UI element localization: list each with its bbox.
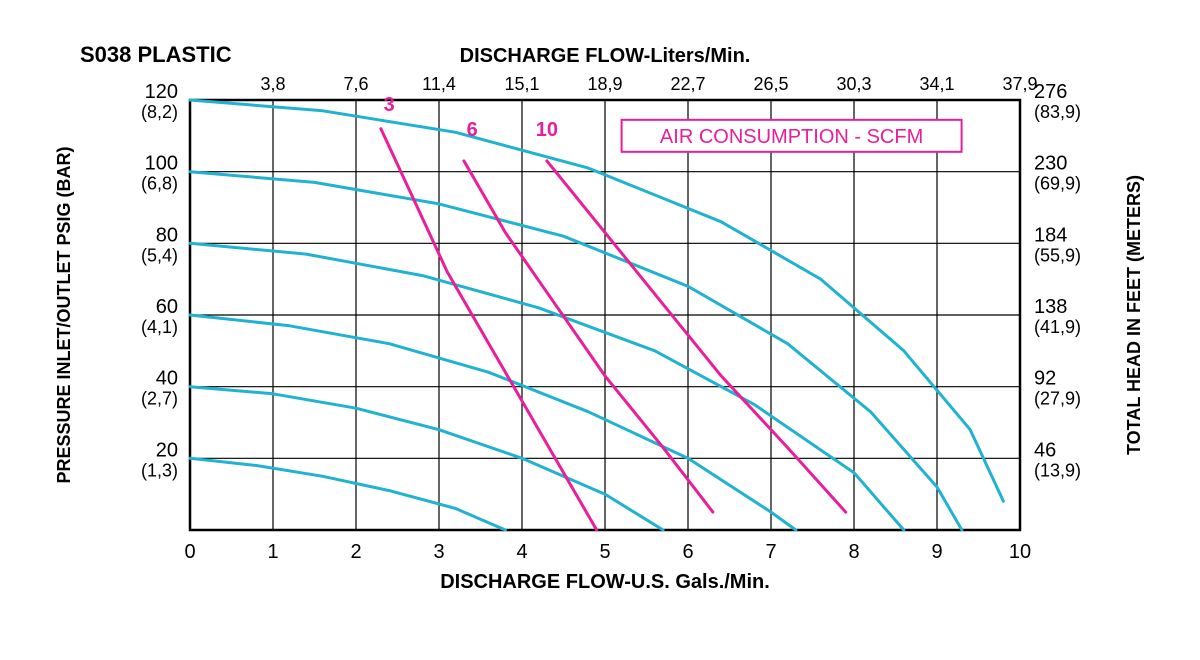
- pressure-curve-p120: [190, 100, 1003, 501]
- x-top-tick: 37,9: [1002, 74, 1037, 94]
- x-bottom-tick: 2: [350, 541, 361, 563]
- y-right-tick-sub: (83,9): [1034, 102, 1081, 122]
- x-bottom-tick: 8: [848, 541, 859, 563]
- x-top-tick: 26,5: [753, 74, 788, 94]
- x-top-tick: 7,6: [343, 74, 368, 94]
- air-curve-a3: [381, 129, 597, 530]
- y-right-tick: 92: [1034, 368, 1056, 390]
- x-bottom-tick: 0: [184, 541, 195, 563]
- air-legend-text: AIR CONSUMPTION - SCFM: [660, 126, 923, 148]
- x-bottom-tick: 4: [516, 541, 527, 563]
- x-bottom-tick: 1: [267, 541, 278, 563]
- x-top-tick: 30,3: [836, 74, 871, 94]
- x-top-tick: 3,8: [260, 74, 285, 94]
- y-left-tick: 60: [156, 296, 178, 318]
- x-bottom-tick: 5: [599, 541, 610, 563]
- air-curve-label-a6: 6: [467, 119, 478, 141]
- y-right-tick: 230: [1034, 153, 1067, 175]
- y-left-tick: 80: [156, 224, 178, 246]
- axis-title-bottom: DISCHARGE FLOW-U.S. Gals./Min.: [440, 571, 770, 593]
- axis-title-right: TOTAL HEAD IN FEET (METERS): [1124, 175, 1144, 455]
- y-right-tick: 276: [1034, 81, 1067, 103]
- y-left-tick-sub: (5,4): [141, 245, 178, 265]
- x-top-tick: 18,9: [587, 74, 622, 94]
- x-bottom-tick: 6: [682, 541, 693, 563]
- y-left-tick: 100: [145, 153, 178, 175]
- pressure-curve-p100: [190, 172, 962, 530]
- y-right-tick-sub: (69,9): [1034, 174, 1081, 194]
- axis-title-left: PRESSURE INLET/OUTLET PSIG (BAR): [54, 146, 74, 483]
- air-curve-a10: [547, 161, 846, 512]
- pressure-curve-p20: [190, 458, 505, 530]
- y-right-tick-sub: (55,9): [1034, 245, 1081, 265]
- x-bottom-tick: 10: [1009, 541, 1031, 563]
- y-right-tick: 184: [1034, 224, 1067, 246]
- y-left-tick-sub: (6,8): [141, 174, 178, 194]
- x-bottom-tick: 3: [433, 541, 444, 563]
- y-right-tick-sub: (27,9): [1034, 389, 1081, 409]
- y-left-tick-sub: (4,1): [141, 317, 178, 337]
- pressure-curve-p60: [190, 315, 796, 530]
- y-left-tick-sub: (1,3): [141, 460, 178, 480]
- y-right-tick: 46: [1034, 439, 1056, 461]
- chart-svg: 3 6 10 AIR CONSUMPTION - SCFM 0 1 2 3 4 5 6 7 8 9 10 3,…: [20, 20, 1180, 640]
- y-left-tick: 40: [156, 368, 178, 390]
- axis-title-top: DISCHARGE FLOW-Liters/Min.: [460, 45, 751, 67]
- y-right-tick-sub: (13,9): [1034, 460, 1081, 480]
- y-left-tick-sub: (8,2): [141, 102, 178, 122]
- x-top-tick: 34,1: [919, 74, 954, 94]
- y-left-tick: 120: [145, 81, 178, 103]
- x-top-tick: 15,1: [504, 74, 539, 94]
- y-right-tick: 138: [1034, 296, 1067, 318]
- model-label: S038 PLASTIC: [80, 42, 232, 67]
- x-bottom-tick: 7: [765, 541, 776, 563]
- y-left-tick: 20: [156, 439, 178, 461]
- y-right-tick-sub: (41,9): [1034, 317, 1081, 337]
- air-curve-label-a3: 3: [384, 94, 395, 116]
- air-curve-label-a10: 10: [536, 119, 558, 141]
- x-bottom-tick: 9: [931, 541, 942, 563]
- pump-performance-chart: 3 6 10 AIR CONSUMPTION - SCFM 0 1 2 3 4 5 6 7 8 9 10 3,…: [20, 20, 1180, 640]
- y-left-tick-sub: (2,7): [141, 389, 178, 409]
- x-top-tick: 22,7: [670, 74, 705, 94]
- x-top-tick: 11,4: [422, 74, 456, 94]
